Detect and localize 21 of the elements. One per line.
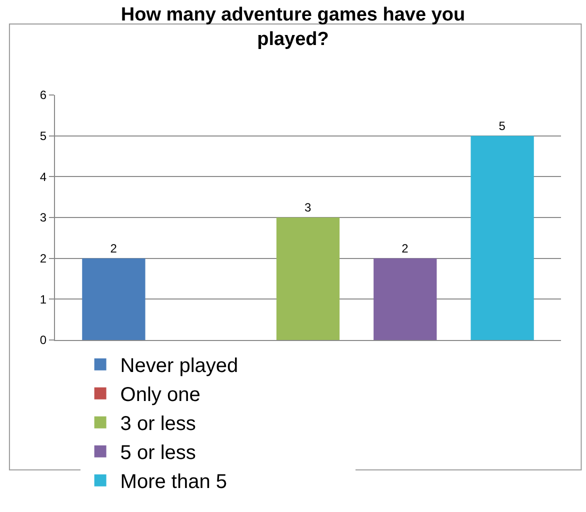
y-tick-label: 4 [40,170,47,184]
bar [470,136,534,340]
data-label: 5 [498,118,506,133]
bar [276,218,340,340]
bar [374,258,437,340]
data-label: 3 [304,200,312,214]
y-tick-label: 0 [40,333,47,348]
y-tick-label: 1 [40,292,47,306]
legend-label: Never played [120,355,238,378]
y-tick-label: 3 [40,210,47,225]
bar [82,258,146,340]
y-tick-label: 2 [40,252,47,266]
legend-label: Only one [120,384,200,406]
legend-label: 3 or less [120,413,196,436]
chart-title: How many adventure games have you played? [120,4,466,50]
y-tick-label: 5 [40,129,47,144]
data-label: 2 [402,241,409,256]
legend-label: More than 5 [120,471,228,494]
y-tick-label: 6 [40,88,47,102]
data-label: 2 [110,241,118,256]
legend-label: 5 or less [120,442,196,464]
